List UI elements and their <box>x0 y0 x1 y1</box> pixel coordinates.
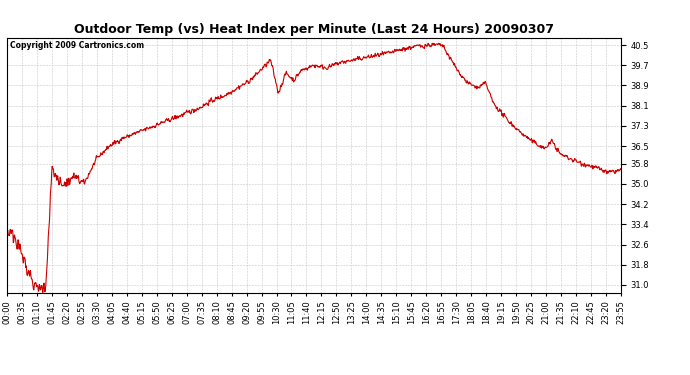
Title: Outdoor Temp (vs) Heat Index per Minute (Last 24 Hours) 20090307: Outdoor Temp (vs) Heat Index per Minute … <box>74 23 554 36</box>
Text: Copyright 2009 Cartronics.com: Copyright 2009 Cartronics.com <box>10 41 144 50</box>
